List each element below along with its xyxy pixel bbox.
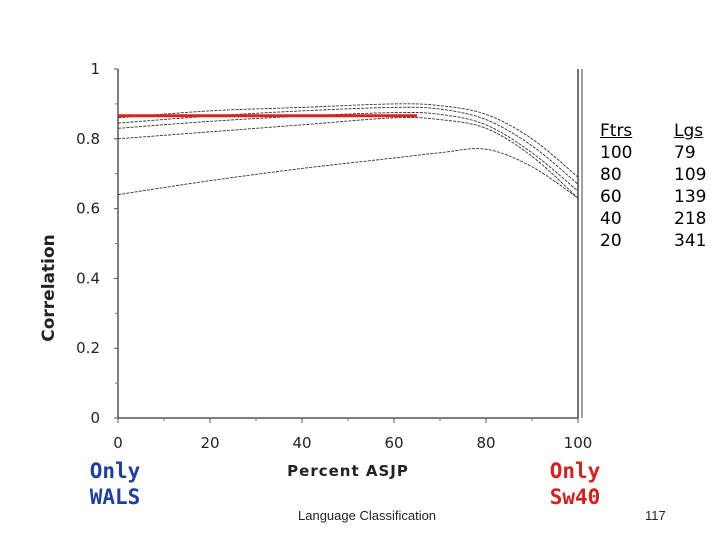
legend-header: Ftrs Lgs (600, 120, 712, 142)
y-tick-label: 1 (90, 60, 100, 78)
legend-row: 20 341 (600, 230, 712, 252)
annotation-only-sw40: Only Sw40 (532, 458, 618, 510)
page-number: 117 (645, 508, 666, 523)
annotation-line: Only (549, 459, 601, 483)
annotation-line: Sw40 (549, 485, 601, 509)
legend-languages: 139 (674, 187, 707, 207)
y-tick-label: 0.8 (76, 130, 100, 148)
legend-languages: 218 (674, 209, 707, 229)
y-tick-label: 0 (90, 409, 100, 427)
annotation-only-wals: Only WALS (72, 458, 158, 510)
y-axis-label: Correlation (39, 234, 59, 342)
legend-languages: 79 (674, 143, 696, 163)
footer-title: Language Classification (298, 508, 437, 523)
x-tick-label: 100 (564, 434, 593, 452)
legend-features: 80 (600, 165, 622, 185)
x-tick-label: 20 (200, 434, 219, 452)
x-axis-label: Percent ASJP (287, 462, 409, 480)
legend-row: 80 109 (600, 164, 712, 186)
chart-right-border (577, 69, 583, 418)
series-line (117, 103, 579, 178)
legend-features: 60 (600, 187, 622, 207)
x-tick-label: 60 (384, 434, 403, 452)
legend-features: 40 (600, 209, 622, 229)
chart-series (117, 103, 579, 199)
series-line (117, 112, 579, 192)
legend-row: 60 139 (600, 186, 712, 208)
chart-axes (114, 68, 579, 423)
legend-row: 100 79 (600, 142, 712, 164)
x-tick-label: 0 (113, 434, 123, 452)
annotation-line: WALS (89, 485, 141, 509)
x-tick-label: 80 (476, 434, 495, 452)
annotation-line: Only (89, 459, 141, 483)
series-line (117, 148, 579, 199)
y-tick-label: 0.4 (76, 269, 100, 287)
legend-header-features: Ftrs (600, 121, 633, 141)
legend-languages: 341 (674, 231, 707, 251)
legend-features: 100 (600, 143, 633, 163)
chart-tick-labels: 0 0.2 0.4 0.6 0.8 1 0 20 40 60 80 100 (76, 60, 592, 452)
x-tick-label: 40 (292, 434, 311, 452)
legend-header-languages: Lgs (674, 121, 704, 141)
y-tick-label: 0.6 (76, 200, 100, 218)
y-tick-label: 0.2 (76, 339, 100, 357)
legend-row: 40 218 (600, 208, 712, 230)
chart-legend: Ftrs Lgs 100 79 80 109 60 139 40 218 20 … (600, 120, 712, 252)
legend-languages: 109 (674, 165, 707, 185)
legend-features: 20 (600, 231, 622, 251)
series-line (117, 106, 579, 185)
series-line (117, 117, 579, 199)
